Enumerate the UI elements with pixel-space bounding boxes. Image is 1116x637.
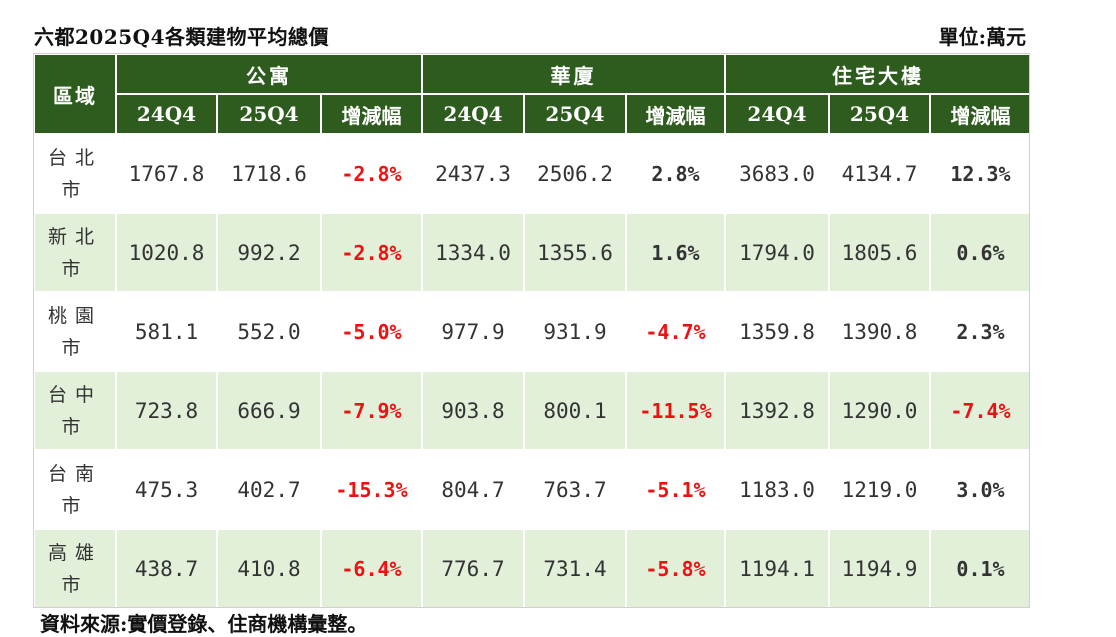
table-row: 高雄市 438.7 410.8 -6.4% 776.7 731.4 -5.8% 1194.1 1… — [33, 528, 1033, 609]
price-curr-cell: 1390.8 — [828, 291, 931, 372]
price-curr-cell: 1718.6 — [216, 133, 322, 214]
price-prev-cell: 1334.0 — [421, 212, 525, 293]
price-curr-cell: 763.7 — [523, 449, 627, 530]
table-row: 台北市 1767.8 1718.6 -2.8% 2437.3 2506.2 2.8% 3683… — [33, 133, 1033, 214]
change-cell: 2.3% — [928, 291, 1033, 372]
change-cell: 0.1% — [928, 528, 1033, 609]
table-row: 桃園市 581.1 552.0 -5.0% 977.9 931.9 -4.7% 1359.8 1… — [33, 291, 1033, 372]
subcol-curr: 25Q4 — [828, 93, 931, 135]
change-cell: -5.0% — [320, 291, 423, 372]
subcol-prev: 24Q4 — [115, 93, 218, 135]
change-cell: -5.1% — [625, 449, 726, 530]
city-cell: 高雄市 — [33, 528, 117, 609]
change-cell: 1.6% — [625, 212, 726, 293]
price-curr-cell: 1355.6 — [523, 212, 627, 293]
price-prev-cell: 1020.8 — [115, 212, 218, 293]
price-prev-cell: 581.1 — [115, 291, 218, 372]
price-prev-cell: 903.8 — [421, 370, 525, 451]
price-prev-cell: 1392.8 — [724, 370, 830, 451]
change-cell: -15.3% — [320, 449, 423, 530]
price-prev-cell: 776.7 — [421, 528, 525, 609]
price-prev-cell: 3683.0 — [724, 133, 830, 214]
subcol-curr: 25Q4 — [216, 93, 322, 135]
group-header-tower: 住宅大樓 — [723, 53, 1033, 95]
price-prev-cell: 977.9 — [421, 291, 525, 372]
price-curr-cell: 1194.9 — [828, 528, 931, 609]
table-row: 新北市 1020.8 992.2 -2.8% 1334.0 1355.6 1.6% 1794.… — [33, 212, 1033, 293]
change-cell: -2.8% — [320, 212, 423, 293]
change-cell: -11.5% — [625, 370, 726, 451]
table-row: 台南市 475.3 402.7 -15.3% 804.7 763.7 -5.1% 1183.0… — [33, 449, 1033, 530]
header-sub-row: 24Q4 25Q4 增減幅 24Q4 25Q4 增減幅 24Q4 25Q4 增減… — [34, 93, 1033, 135]
group-header-mansion: 華廈 — [421, 53, 726, 95]
subcol-prev: 24Q4 — [724, 93, 830, 135]
city-cell: 台北市 — [33, 133, 117, 214]
change-cell: 0.6% — [928, 212, 1033, 293]
change-cell: 12.3% — [928, 133, 1033, 214]
price-prev-cell: 1194.1 — [724, 528, 830, 609]
city-cell: 台中市 — [33, 370, 117, 451]
price-curr-cell: 4134.7 — [828, 133, 931, 214]
unit-label: 單位:萬元 — [938, 25, 1026, 49]
price-prev-cell: 1359.8 — [724, 291, 830, 372]
table-body: 台北市 1767.8 1718.6 -2.8% 2437.3 2506.2 2.8% 3683… — [33, 133, 1033, 609]
price-prev-cell: 1767.8 — [115, 133, 218, 214]
price-prev-cell: 804.7 — [421, 449, 525, 530]
city-cell: 新北市 — [33, 212, 117, 293]
source-note: 資料來源:實價登錄、住商機構彙整。 — [40, 612, 368, 636]
city-cell: 台南市 — [33, 449, 117, 530]
price-curr-cell: 800.1 — [523, 370, 627, 451]
price-curr-cell: 2506.2 — [523, 133, 627, 214]
price-curr-cell: 666.9 — [216, 370, 322, 451]
change-cell: 2.8% — [625, 133, 726, 214]
change-cell: -4.7% — [625, 291, 726, 372]
subcol-change: 增減幅 — [320, 93, 423, 135]
price-curr-cell: 731.4 — [523, 528, 627, 609]
region-header: 區域 — [33, 53, 117, 135]
price-curr-cell: 552.0 — [216, 291, 322, 372]
price-prev-cell: 475.3 — [115, 449, 218, 530]
group-header-apartment: 公寓 — [115, 53, 423, 95]
price-curr-cell: 1290.0 — [828, 370, 931, 451]
subcol-curr: 25Q4 — [523, 93, 627, 135]
price-curr-cell: 992.2 — [216, 212, 322, 293]
price-prev-cell: 1794.0 — [724, 212, 830, 293]
city-cell: 桃園市 — [33, 291, 117, 372]
change-cell: -5.8% — [625, 528, 726, 609]
price-curr-cell: 931.9 — [523, 291, 627, 372]
change-cell: -7.4% — [928, 370, 1033, 451]
table-row: 台中市 723.8 666.9 -7.9% 903.8 800.1 -11.5% 1392.8… — [33, 370, 1033, 451]
price-table: 區域 公寓 華廈 住宅大樓 24Q4 25Q4 增減幅 24Q4 25Q4 增減… — [33, 53, 1033, 609]
price-curr-cell: 402.7 — [216, 449, 322, 530]
price-curr-cell: 410.8 — [216, 528, 322, 609]
change-cell: -2.8% — [320, 133, 423, 214]
price-prev-cell: 1183.0 — [724, 449, 830, 530]
page-title: 六都2025Q4各類建物平均總價 — [34, 25, 330, 49]
price-prev-cell: 2437.3 — [421, 133, 525, 214]
subcol-change: 增減幅 — [928, 93, 1033, 135]
header-group-row: 區域 公寓 華廈 住宅大樓 — [33, 53, 1033, 135]
change-cell: 3.0% — [928, 449, 1033, 530]
price-prev-cell: 438.7 — [115, 528, 218, 609]
subcol-prev: 24Q4 — [421, 93, 525, 135]
price-curr-cell: 1219.0 — [828, 449, 931, 530]
price-prev-cell: 723.8 — [115, 370, 218, 451]
change-cell: -7.9% — [320, 370, 423, 451]
change-cell: -6.4% — [320, 528, 423, 609]
subcol-change: 增減幅 — [625, 93, 726, 135]
price-curr-cell: 1805.6 — [828, 212, 931, 293]
